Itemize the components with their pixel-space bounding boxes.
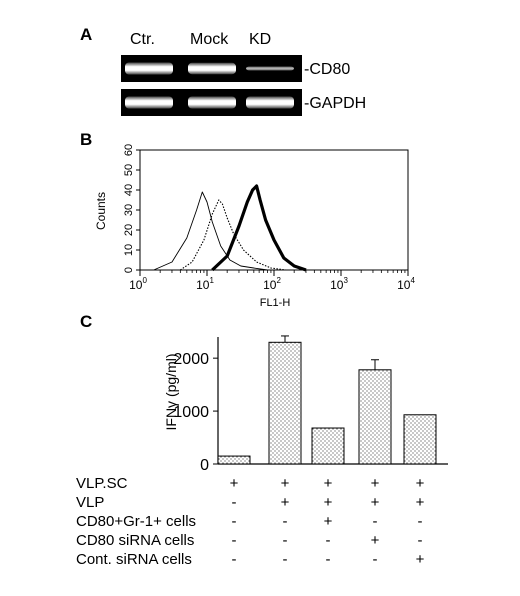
- treatment-mark: -: [418, 532, 423, 549]
- treatment-label: CD80 siRNA cells: [76, 532, 194, 549]
- treatment-label: Cont. siRNA cells: [76, 551, 192, 568]
- panel-a: A Ctr. Mock KD -CD80 -GAPDH: [80, 25, 366, 116]
- y-tick-label: 30: [123, 204, 135, 216]
- treatment-mark: +: [324, 513, 333, 530]
- treatment-mark: +: [371, 494, 380, 511]
- treatment-mark: -: [326, 532, 331, 549]
- x-tick-label: 103: [330, 276, 348, 292]
- treatment-mark: +: [371, 475, 380, 492]
- panel-a-letter: A: [80, 25, 92, 44]
- treatment-label: CD80+Gr-1+ cells: [76, 513, 196, 530]
- histogram-y-label: Counts: [94, 192, 108, 230]
- y-tick-label: 50: [123, 164, 135, 176]
- y-tick-label: 20: [123, 224, 135, 236]
- treatment-mark: +: [230, 475, 239, 492]
- cd80-bands: [125, 62, 294, 75]
- treatment-mark: +: [416, 551, 425, 568]
- x-tick-label: 101: [196, 276, 214, 292]
- panel-c: C 0 1000 2000 IFNγ (pg/ml) VLP.SC + + + + + VLP -…: [76, 312, 448, 568]
- y-tick-label: 2000: [173, 351, 209, 368]
- bar: [217, 455, 251, 465]
- histogram-x-label: FL1-H: [260, 297, 291, 309]
- histogram-y-axis: 0 10 20 30 40 50 60: [123, 144, 140, 273]
- treatment-mark: +: [281, 475, 290, 492]
- treatment-mark: -: [373, 551, 378, 568]
- treatment-mark: +: [281, 494, 290, 511]
- treatment-mark: -: [232, 551, 237, 568]
- treatment-mark: -: [232, 513, 237, 530]
- bar: [403, 414, 437, 465]
- bar: [268, 341, 302, 465]
- y-tick-label: 0: [200, 457, 209, 474]
- x-tick-label: 104: [397, 276, 415, 292]
- histogram-x-axis: 100 101 102 103 104: [129, 270, 415, 292]
- panel-b-letter: B: [80, 130, 92, 149]
- lane-label-mock: Mock: [190, 31, 229, 48]
- lane-label-kd: KD: [249, 31, 271, 48]
- gel-label-cd80: -CD80: [304, 61, 350, 78]
- treatment-mark: +: [324, 475, 333, 492]
- gel-band: [125, 96, 173, 109]
- treatment-label: VLP.SC: [76, 475, 128, 492]
- treatment-mark: -: [283, 551, 288, 568]
- x-tick-label: 102: [263, 276, 281, 292]
- treatment-mark: +: [324, 494, 333, 511]
- treatment-mark: +: [371, 532, 380, 549]
- gapdh-bands: [125, 96, 294, 109]
- histogram-curves: [153, 184, 307, 272]
- bar: [311, 427, 345, 465]
- treatment-mark: +: [416, 475, 425, 492]
- histogram-thin-curve: [153, 191, 268, 271]
- y-tick-label: 1000: [173, 404, 209, 421]
- gel-band: [188, 62, 236, 75]
- treatment-mark: -: [326, 551, 331, 568]
- bar-chart-y-label: IFNγ (pg/ml): [163, 354, 179, 431]
- treatment-mark: -: [373, 513, 378, 530]
- treatment-label: VLP: [76, 494, 104, 511]
- histogram-thick-curve: [211, 184, 307, 272]
- y-tick-label: 0: [123, 267, 135, 273]
- treatment-mark: -: [283, 513, 288, 530]
- treatment-table: VLP.SC + + + + + VLP - + + + + CD80+Gr-1+ cells - - + - -…: [76, 475, 425, 568]
- gel-label-gapdh: -GAPDH: [304, 95, 366, 112]
- gel-band: [188, 96, 236, 109]
- y-tick-label: 40: [123, 184, 135, 196]
- gel-band: [246, 96, 294, 109]
- bar: [358, 369, 392, 465]
- panel-b: B 0 10 20 30 40 50 60 100 101 102 103 104 Counts F…: [80, 130, 415, 309]
- treatment-mark: +: [416, 494, 425, 511]
- x-tick-label: 100: [129, 276, 147, 292]
- lane-label-ctr: Ctr.: [130, 31, 155, 48]
- y-tick-label: 10: [123, 244, 135, 256]
- gel-band: [246, 66, 294, 71]
- treatment-mark: -: [418, 513, 423, 530]
- histogram-frame: [139, 149, 409, 271]
- bar-chart-bars: [217, 335, 437, 465]
- treatment-mark: -: [283, 532, 288, 549]
- y-tick-label: 60: [123, 144, 135, 156]
- panel-c-letter: C: [80, 312, 92, 331]
- treatment-mark: -: [232, 532, 237, 549]
- gel-band: [125, 62, 173, 75]
- treatment-mark: -: [232, 494, 237, 511]
